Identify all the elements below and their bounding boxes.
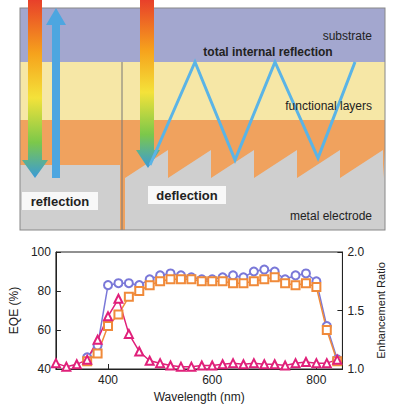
svg-text:1.5: 1.5 <box>347 304 364 318</box>
svg-text:600: 600 <box>202 373 222 387</box>
svg-text:Enhancement Ratio: Enhancement Ratio <box>375 262 387 359</box>
svg-text:total internal reflection: total internal reflection <box>203 45 332 59</box>
svg-text:80: 80 <box>38 284 52 298</box>
svg-text:metal electrode: metal electrode <box>290 209 372 223</box>
svg-text:400: 400 <box>98 373 118 387</box>
svg-text:reflection: reflection <box>31 194 90 209</box>
svg-text:Wavelength (nm): Wavelength (nm) <box>154 390 245 404</box>
svg-text:functional layers: functional layers <box>285 99 372 113</box>
svg-text:1.0: 1.0 <box>347 362 364 376</box>
svg-text:2.0: 2.0 <box>347 245 364 259</box>
svg-text:800: 800 <box>306 373 326 387</box>
svg-text:100: 100 <box>31 245 51 259</box>
svg-text:60: 60 <box>38 323 52 337</box>
svg-text:40: 40 <box>38 362 52 376</box>
svg-text:EQE (%): EQE (%) <box>7 287 21 334</box>
svg-text:substrate: substrate <box>323 29 373 43</box>
svg-text:deflection: deflection <box>156 188 217 203</box>
